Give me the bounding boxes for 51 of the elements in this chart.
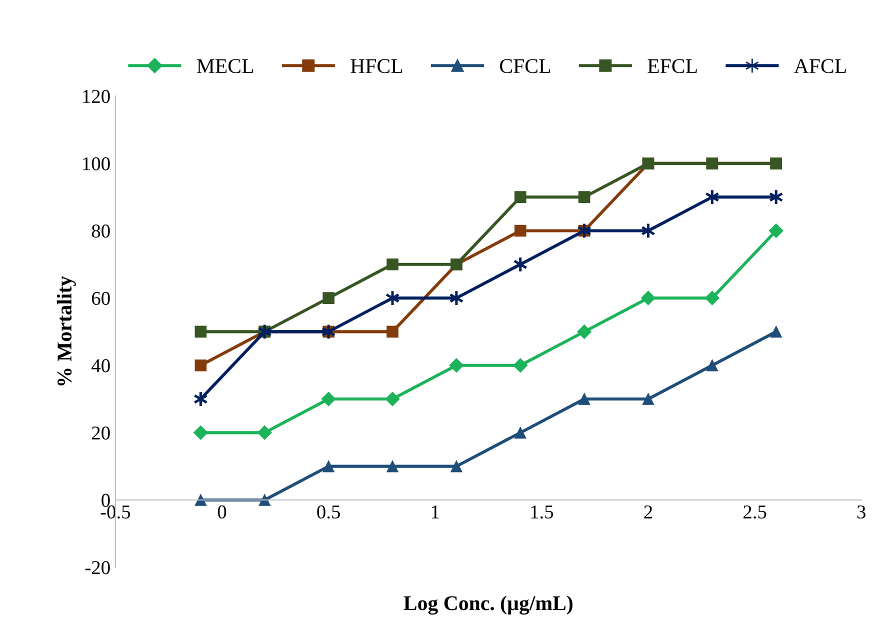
point	[194, 494, 207, 506]
point	[577, 324, 592, 339]
y-tick-label: 120	[83, 90, 110, 104]
x-axis-title: Log Conc. (µg/mL)	[404, 596, 572, 615]
x-tick-label: 0.5	[317, 505, 340, 519]
point	[322, 292, 334, 304]
point	[386, 258, 398, 270]
y-tick-label: 20	[92, 426, 110, 440]
point	[194, 359, 207, 372]
legend-label: AFCL	[794, 59, 846, 74]
point	[514, 224, 526, 237]
legend-label: EFCL	[648, 59, 697, 74]
point	[513, 358, 528, 373]
point	[768, 224, 784, 238]
point	[258, 494, 271, 506]
x-tick-label: 2	[644, 505, 652, 518]
y-tick-label: 0	[102, 494, 110, 507]
x-tick-label: 2.5	[744, 505, 766, 519]
legend-label: CFCL	[500, 59, 550, 74]
y-tick-label: 80	[92, 224, 110, 238]
legend-label: HFCL	[350, 59, 402, 74]
point	[322, 460, 334, 472]
point	[578, 393, 590, 405]
point	[385, 392, 400, 406]
point	[704, 290, 720, 306]
x-tick-label: 0	[218, 505, 226, 519]
point	[194, 326, 207, 338]
y-tick-label: 60	[92, 292, 110, 305]
y-tick-label: -20	[85, 561, 110, 574]
y-tick-label: 100	[83, 157, 110, 170]
point	[449, 358, 464, 373]
x-tick-label: 1.5	[531, 506, 554, 519]
legend-label: MECL	[196, 59, 253, 74]
point	[578, 191, 590, 203]
point	[514, 426, 526, 439]
point	[514, 191, 526, 203]
point	[386, 460, 398, 472]
point	[450, 460, 462, 472]
point	[706, 359, 718, 372]
point	[321, 392, 336, 406]
x-tick-label: 3	[857, 505, 866, 519]
x-tick-label: -0.5	[100, 505, 130, 519]
y-tick-label: 40	[92, 359, 110, 372]
point	[641, 290, 656, 306]
point	[386, 326, 398, 338]
y-axis-title: % Mortality	[56, 276, 76, 386]
point	[642, 393, 654, 405]
x-tick-label: 1	[432, 506, 439, 518]
point	[193, 425, 208, 440]
point	[257, 425, 272, 440]
point	[770, 326, 782, 338]
